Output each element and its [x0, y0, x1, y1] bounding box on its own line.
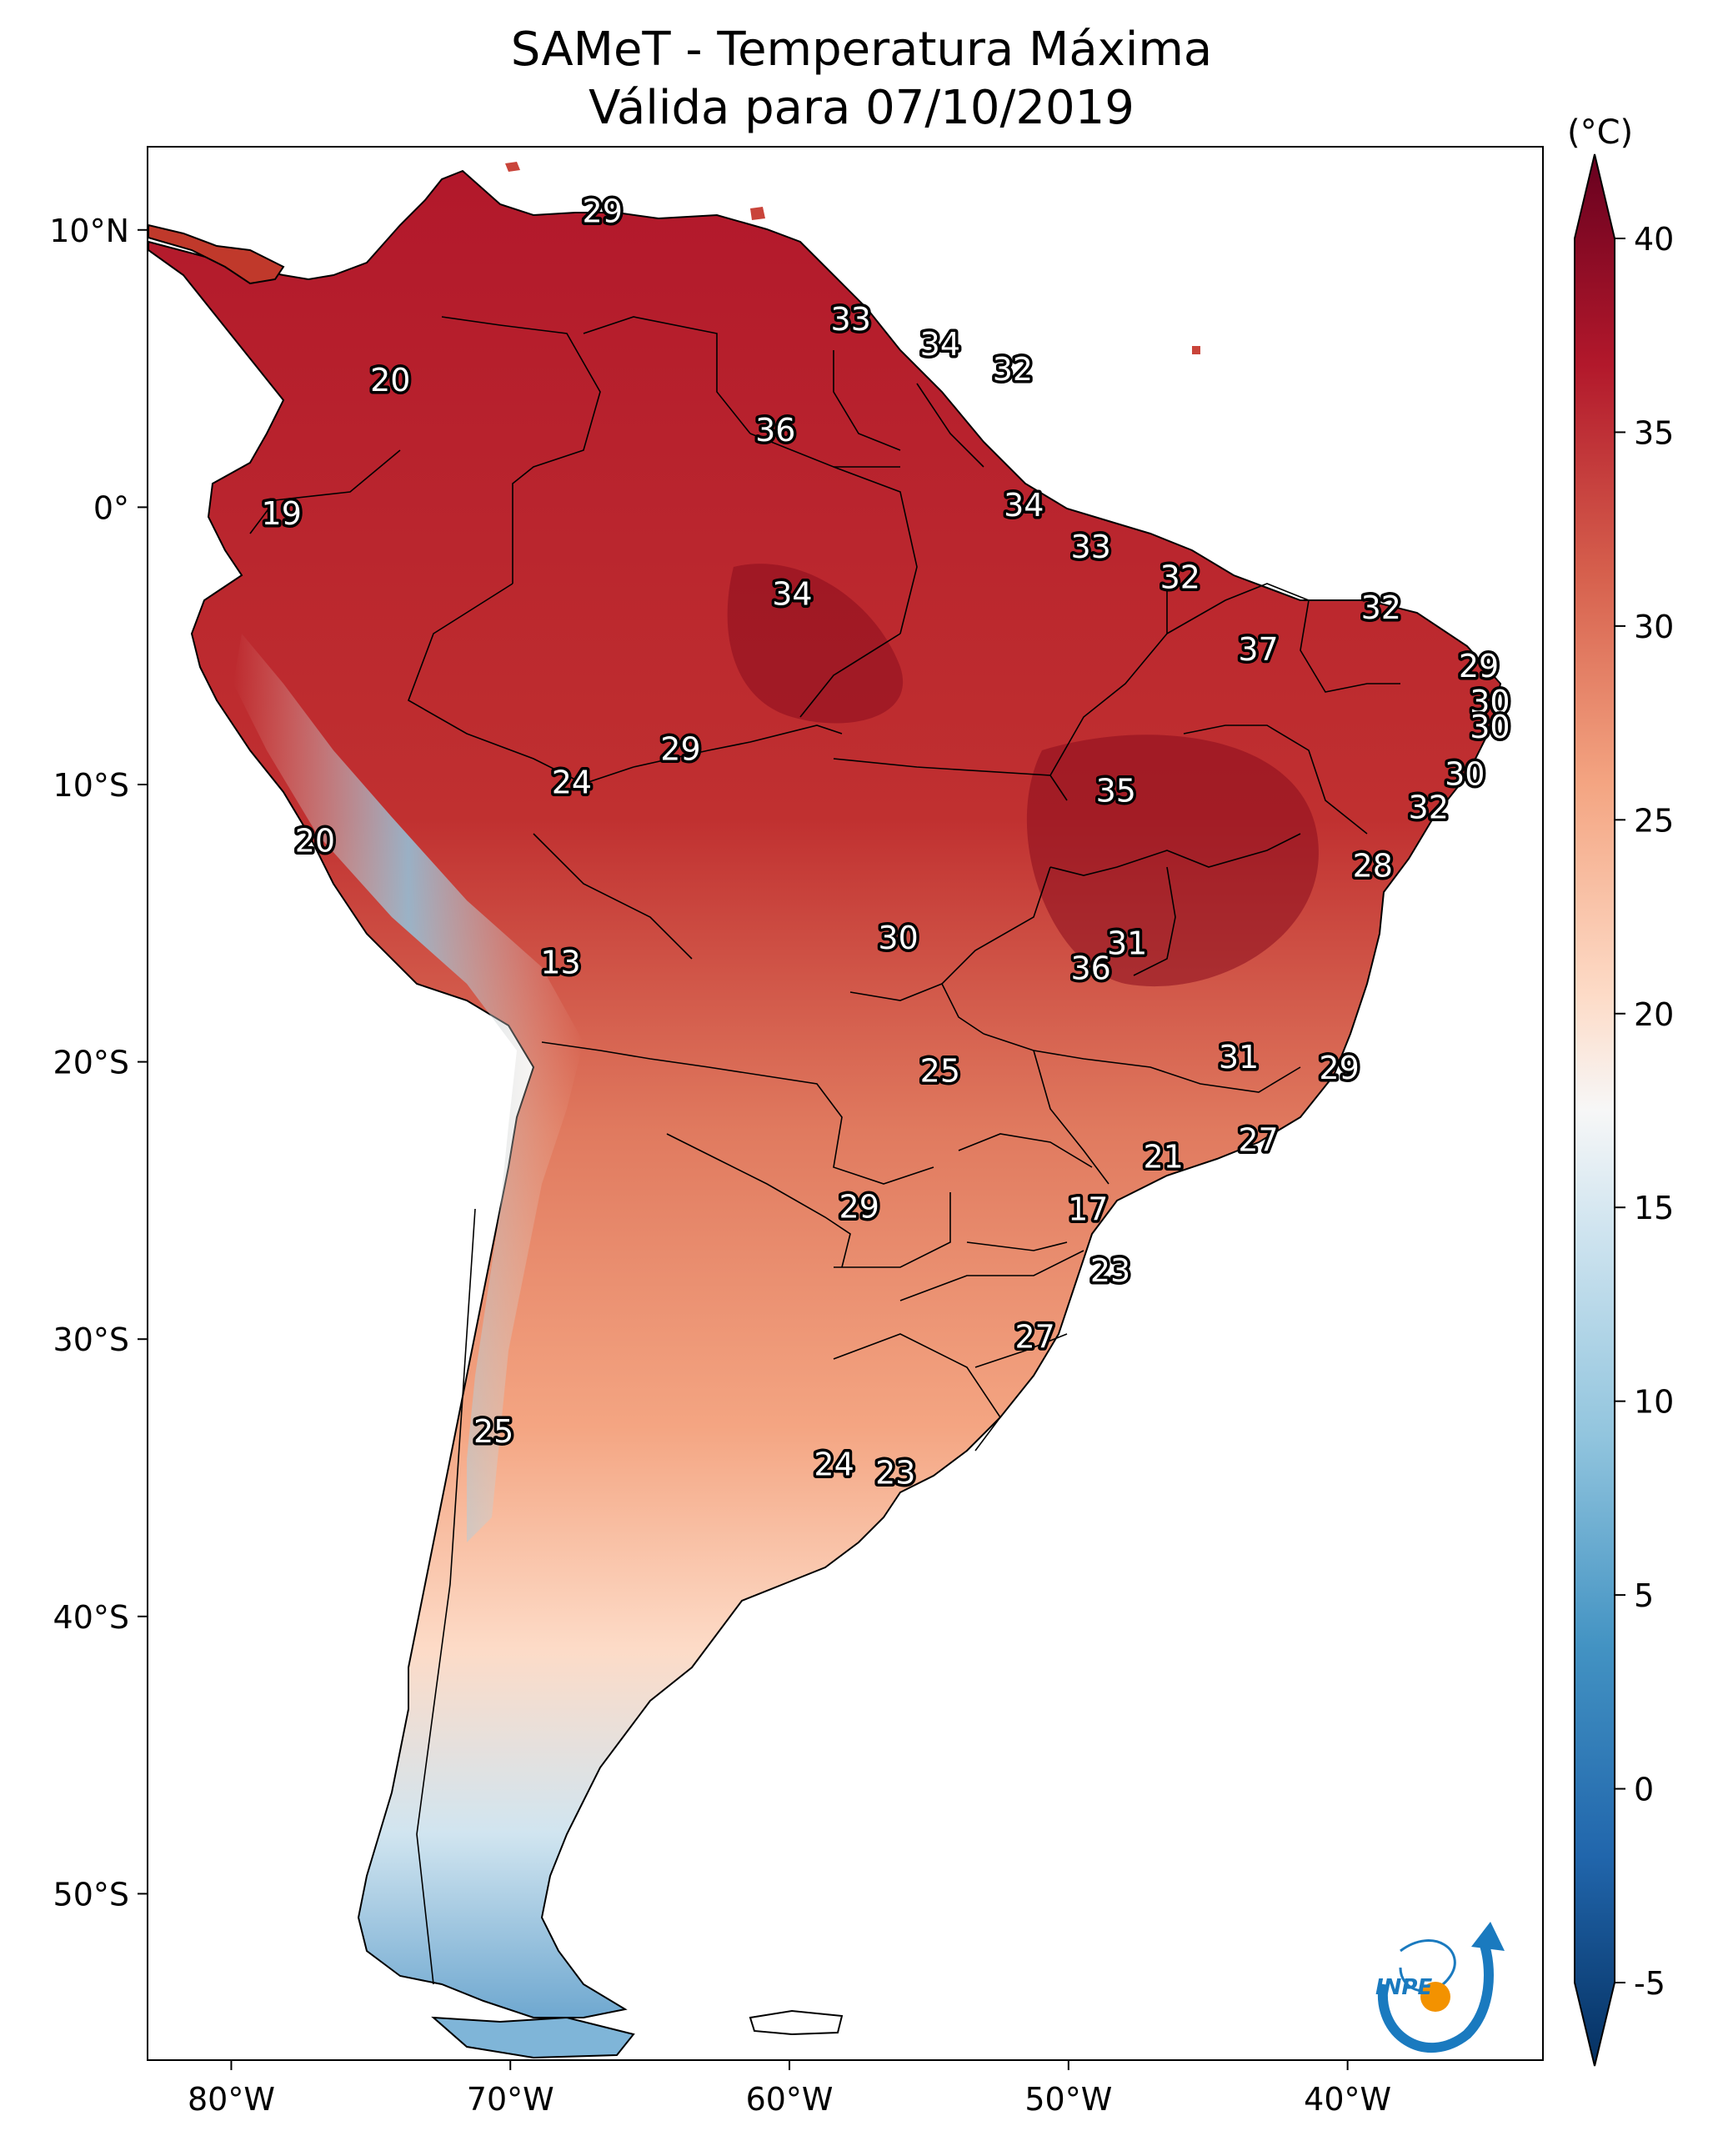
station-value-label: 20	[370, 362, 410, 399]
longitude-tick-label: 60°W	[746, 2081, 834, 2118]
station-value-label: 13	[540, 945, 580, 981]
station-value-label: 36	[1070, 950, 1110, 986]
station-value-label: 30	[1470, 684, 1510, 720]
hot-core-region	[727, 564, 904, 724]
inpe-dot-icon	[1420, 1982, 1450, 2012]
latitude-tick-label: 10°S	[53, 767, 129, 804]
inpe-logo-text: INPE	[1375, 1975, 1432, 2000]
station-value-label: 35	[1096, 772, 1136, 809]
colorbar-ticks: 40 35 30 25 20 15 10 5 0 -5	[1615, 221, 1674, 2002]
andes-cold-band	[233, 634, 584, 1542]
colorbar-tick-label: 40	[1634, 221, 1674, 258]
station-value-label: 32	[1160, 559, 1200, 595]
latitude-tick-label: 30°S	[53, 1321, 129, 1358]
colorbar-tick-label: 0	[1634, 1772, 1654, 1808]
inpe-swirl-icon	[1377, 1941, 1494, 2053]
colorbar-tick-label: -5	[1634, 1965, 1665, 2002]
station-value-label: 24	[552, 765, 592, 801]
latitude-ticks: 10°N 0° 10°S 20°S 30°S 40°S 50°S	[49, 213, 148, 1913]
map-title-line2: Válida para 07/10/2019	[589, 81, 1134, 135]
station-value-label: 31	[1107, 925, 1147, 961]
latitude-tick-label: 10°N	[49, 213, 129, 249]
station-value-label: 29	[583, 193, 623, 229]
station-value-label: 19	[262, 495, 302, 532]
colorbar-tick-label: 5	[1634, 1577, 1654, 1614]
tierra-del-fuego	[431, 2016, 635, 2059]
country-borders	[249, 316, 1400, 1985]
longitude-ticks: 80°W 70°W 60°W 50°W 40°W	[188, 2060, 1391, 2118]
falkland-islands	[749, 2009, 844, 2036]
latitude-tick-label: 50°S	[53, 1876, 129, 1913]
latitude-tick-label: 40°S	[53, 1599, 129, 1636]
inpe-arrow-icon	[1471, 1922, 1505, 1951]
station-value-label: 27	[1014, 1319, 1054, 1356]
colorbar-tick-label: 20	[1634, 996, 1674, 1033]
station-value-label: 29	[839, 1188, 879, 1225]
station-value-label: 32	[993, 351, 1033, 388]
station-value-label: 31	[1219, 1039, 1259, 1075]
colorbar-tick-label: 35	[1634, 414, 1674, 451]
station-value-label: 30	[1445, 756, 1485, 793]
colorbar-tick-label: 10	[1634, 1384, 1674, 1421]
hot-core-region	[1026, 735, 1319, 987]
station-value-label: 29	[660, 731, 700, 768]
central-america	[148, 223, 285, 285]
station-value-label: 30	[1470, 709, 1510, 745]
longitude-tick-label: 40°W	[1304, 2081, 1391, 2118]
station-value-label: 32	[1361, 589, 1401, 626]
colorbar-body	[1574, 153, 1615, 2067]
longitude-tick-label: 80°W	[188, 2081, 275, 2118]
station-value-label: 30	[878, 920, 918, 956]
station-value-label: 23	[875, 1455, 915, 1492]
station-value-label: 34	[920, 326, 960, 363]
station-value-label: 17	[1068, 1191, 1108, 1228]
map-title-line1: SAMeT - Temperatura Máxima	[510, 23, 1213, 77]
station-value-label: 33	[1070, 529, 1110, 565]
station-value-label: 29	[1459, 648, 1499, 684]
station-value-label: 21	[1143, 1139, 1183, 1176]
latitude-tick-label: 0°	[93, 489, 129, 526]
station-value-label: 27	[1238, 1122, 1278, 1159]
longitude-tick-label: 50°W	[1024, 2081, 1112, 2118]
station-value-label: 25	[473, 1413, 513, 1450]
inpe-logo: INPE	[1375, 1922, 1505, 2053]
station-value-label: 36	[755, 412, 795, 449]
station-value-label: 32	[1409, 789, 1449, 825]
station-value-label: 23	[1090, 1252, 1130, 1289]
station-value-label: 34	[1004, 487, 1044, 524]
longitude-tick-label: 70°W	[467, 2081, 554, 2118]
colorbar-unit: (°C)	[1567, 113, 1633, 152]
colorbar-tick-label: 30	[1634, 609, 1674, 645]
latitude-tick-label: 20°S	[53, 1045, 129, 1081]
inpe-orbit-icon	[1399, 1939, 1456, 1993]
station-value-label: 28	[1353, 847, 1393, 884]
station-value-label: 20	[295, 822, 335, 859]
colorbar-tick-label: 25	[1634, 802, 1674, 839]
station-value-label: 34	[772, 575, 812, 612]
colorbar-tick-label: 15	[1634, 1190, 1674, 1226]
station-value-label: 25	[920, 1052, 960, 1089]
station-value-label: 24	[814, 1447, 854, 1483]
map-area	[148, 162, 1502, 2059]
station-value-label: 29	[1319, 1050, 1359, 1086]
colorbar: (°C) 40 35 30 25 20 15 10 5 0 -5	[1567, 113, 1674, 2067]
station-value-label: 33	[831, 301, 871, 338]
station-value-label: 37	[1238, 631, 1278, 668]
